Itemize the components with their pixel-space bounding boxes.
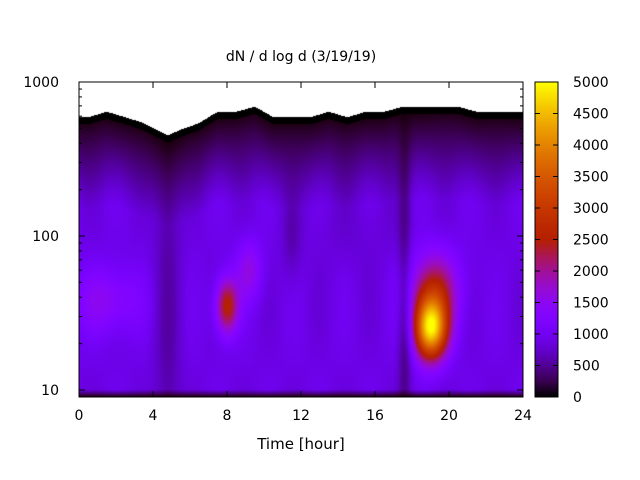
x-tick-label: 24 — [514, 408, 532, 424]
x-tick-label: 20 — [440, 408, 458, 424]
y-tick-label: 100 — [32, 229, 59, 245]
colorbar-tick-label: 1500 — [573, 296, 609, 312]
colorbar-tick-label: 2000 — [573, 264, 609, 280]
x-axis-label: Time [hour] — [256, 435, 345, 453]
colorbar-tick-label: 4000 — [573, 138, 609, 154]
x-tick-label: 4 — [149, 408, 158, 424]
colorbar-axis: 0 500 1000 1500 2000 2500 3000 3500 4000 4500 5000 — [535, 75, 609, 406]
x-tick-label: 12 — [292, 408, 310, 424]
colorbar-tick-label: 3500 — [573, 170, 609, 186]
y-tick-label: 10 — [41, 383, 59, 399]
colorbar-tick-label: 500 — [573, 359, 600, 375]
x-tick-label: 16 — [366, 408, 384, 424]
x-tick-label: 8 — [223, 408, 232, 424]
colorbar-tick-label: 0 — [573, 390, 582, 406]
chart-title: dN / d log d (3/19/19) — [226, 49, 376, 65]
colorbar-tick-label: 3000 — [573, 201, 609, 217]
colorbar-tick-label: 5000 — [573, 75, 609, 91]
colorbar-tick-label: 1000 — [573, 327, 609, 343]
colorbar-tick-label: 2500 — [573, 233, 609, 249]
y-axis: 10 100 1000 — [23, 75, 523, 399]
y-tick-label: 1000 — [23, 75, 59, 91]
x-axis: 0 4 8 12 16 20 24 — [75, 82, 532, 424]
x-tick-label: 0 — [75, 408, 84, 424]
heatmap-raster — [79, 82, 523, 397]
colorbar-tick-label: 4500 — [573, 107, 609, 123]
